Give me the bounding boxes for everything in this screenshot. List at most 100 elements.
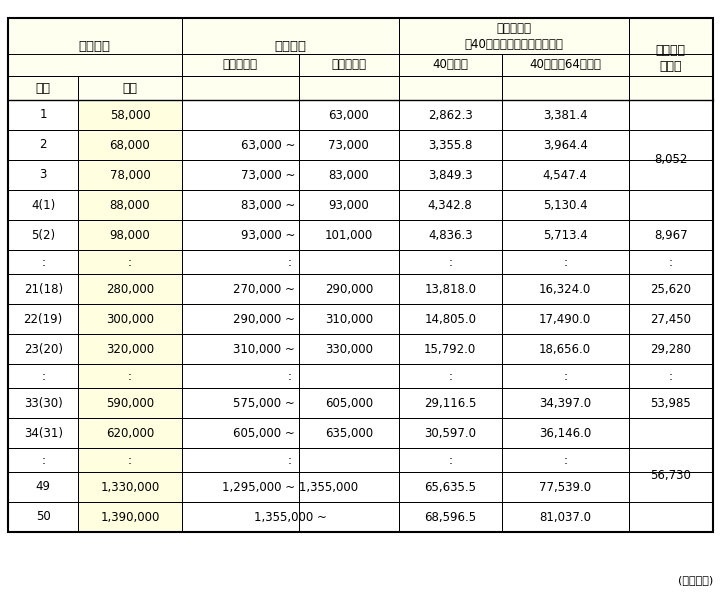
Text: :: :: [563, 255, 567, 269]
Text: 30,597.0: 30,597.0: [424, 427, 477, 439]
Bar: [629, 304, 713, 334]
Text: 83,000 ~: 83,000 ~: [241, 198, 295, 212]
Text: :: :: [563, 454, 567, 466]
Text: :: :: [448, 370, 452, 382]
Text: (単位：円): (単位：円): [678, 575, 713, 585]
Text: 78,000: 78,000: [110, 168, 151, 182]
Text: 330,000: 330,000: [324, 343, 373, 356]
Text: 590,000: 590,000: [106, 397, 154, 409]
Text: 4,836.3: 4,836.3: [428, 228, 472, 242]
Bar: [8, 334, 79, 364]
Text: :: :: [41, 454, 45, 466]
Bar: [629, 274, 713, 304]
Bar: [399, 448, 502, 472]
Bar: [79, 100, 182, 130]
Bar: [502, 364, 629, 388]
Text: 290,000: 290,000: [324, 282, 373, 296]
Bar: [8, 364, 79, 388]
Bar: [399, 388, 502, 418]
Bar: [629, 334, 713, 364]
Bar: [299, 388, 399, 418]
Bar: [8, 250, 79, 274]
Text: 34,397.0: 34,397.0: [539, 397, 591, 409]
Bar: [502, 304, 629, 334]
Text: 77,539.0: 77,539.0: [539, 481, 591, 493]
Bar: [399, 76, 502, 100]
Bar: [399, 18, 629, 54]
Text: 605,000: 605,000: [324, 397, 373, 409]
Bar: [182, 418, 299, 448]
Bar: [182, 304, 299, 334]
Bar: [502, 160, 629, 190]
Text: 25,620: 25,620: [650, 282, 691, 296]
Text: 5,130.4: 5,130.4: [543, 198, 588, 212]
Bar: [399, 250, 502, 274]
Bar: [182, 502, 399, 532]
Text: 16,324.0: 16,324.0: [539, 282, 591, 296]
Bar: [8, 76, 79, 100]
Bar: [8, 472, 79, 502]
Text: 88,000: 88,000: [110, 198, 150, 212]
Bar: [8, 220, 79, 250]
Bar: [182, 220, 299, 250]
Text: 40歳未満: 40歳未満: [433, 58, 468, 72]
Text: :: :: [128, 255, 132, 269]
Bar: [399, 220, 502, 250]
Bar: [8, 18, 713, 532]
Text: 68,596.5: 68,596.5: [424, 510, 477, 523]
Bar: [502, 472, 629, 502]
Bar: [502, 54, 629, 76]
Text: （円未満）: （円未満）: [331, 58, 366, 72]
Bar: [299, 100, 399, 130]
Bar: [502, 100, 629, 130]
Bar: [8, 274, 79, 304]
Text: 68,000: 68,000: [110, 138, 151, 151]
Bar: [182, 18, 399, 76]
Bar: [8, 18, 182, 76]
Bar: [182, 274, 299, 304]
Bar: [299, 190, 399, 220]
Text: 83,000: 83,000: [329, 168, 369, 182]
Text: 575,000 ~: 575,000 ~: [233, 397, 295, 409]
Text: 280,000: 280,000: [106, 282, 154, 296]
Text: :: :: [41, 255, 45, 269]
Text: 3,355.8: 3,355.8: [428, 138, 472, 151]
Bar: [399, 502, 502, 532]
Text: :: :: [288, 370, 292, 382]
Bar: [182, 388, 299, 418]
Text: :: :: [41, 370, 45, 382]
Bar: [299, 160, 399, 190]
Text: 65,635.5: 65,635.5: [424, 481, 477, 493]
Bar: [399, 54, 502, 76]
Text: 58,000: 58,000: [110, 109, 150, 121]
Bar: [502, 388, 629, 418]
Bar: [299, 304, 399, 334]
Bar: [299, 54, 399, 76]
Bar: [299, 364, 399, 388]
Text: 50: 50: [36, 510, 50, 523]
Bar: [182, 472, 399, 502]
Bar: [79, 448, 182, 472]
Text: 320,000: 320,000: [106, 343, 154, 356]
Text: 1: 1: [40, 109, 47, 121]
Text: 300,000: 300,000: [106, 313, 154, 326]
Text: 29,116.5: 29,116.5: [424, 397, 477, 409]
Bar: [502, 418, 629, 448]
Bar: [79, 472, 182, 502]
Text: :: :: [288, 255, 292, 269]
Text: 270,000 ~: 270,000 ~: [233, 282, 295, 296]
Bar: [182, 76, 299, 100]
Bar: [79, 502, 182, 532]
Bar: [629, 220, 713, 250]
Bar: [502, 274, 629, 304]
Text: 22(19): 22(19): [24, 313, 63, 326]
Bar: [8, 418, 79, 448]
Text: 3: 3: [40, 168, 47, 182]
Bar: [399, 274, 502, 304]
Text: :: :: [448, 454, 452, 466]
Bar: [399, 304, 502, 334]
Bar: [502, 76, 629, 100]
Bar: [502, 448, 629, 472]
Bar: [629, 250, 713, 274]
Text: 18,656.0: 18,656.0: [539, 343, 591, 356]
